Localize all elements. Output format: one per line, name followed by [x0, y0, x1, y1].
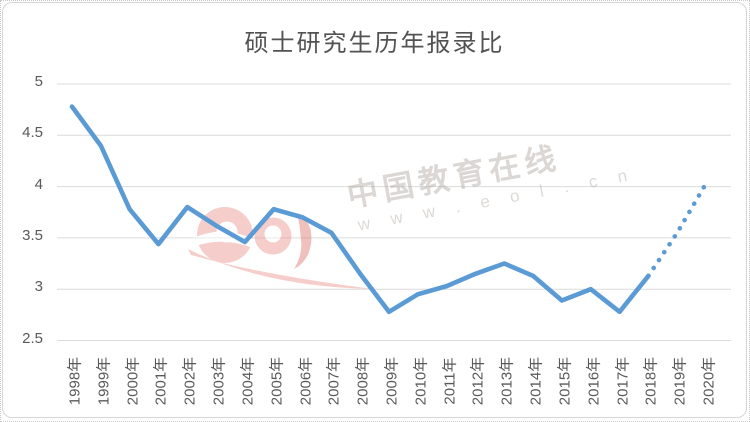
x-axis-tick-label: 2003年: [210, 356, 228, 406]
x-axis-tick-label: 2019年: [671, 356, 689, 406]
x-axis-tick-label: 2002年: [181, 356, 199, 406]
x-axis-tick-label: 2016年: [585, 356, 603, 406]
gridlines: [57, 83, 731, 341]
data-line: [69, 104, 651, 315]
plot-area: [57, 83, 731, 341]
x-axis-tick-label: 1998年: [66, 356, 84, 406]
x-axis-tick-label: 2014年: [527, 356, 545, 406]
x-axis-tick-label: 2004年: [239, 356, 257, 406]
y-axis-tick-label: 3.5: [22, 226, 43, 244]
y-axis-tick-label: 3: [34, 278, 43, 296]
y-axis-tick-label: 4.5: [22, 124, 43, 142]
x-axis-tick-label: 1999年: [95, 356, 113, 406]
x-axis-tick-label: 2012年: [469, 356, 487, 406]
x-axis-tick-label: 2001年: [152, 356, 170, 406]
x-axis-tick-label: 2009年: [383, 356, 401, 406]
x-axis-tick-label: 2018年: [642, 356, 660, 406]
eol-logo-icon: [188, 207, 373, 289]
x-axis-tick-label: 2017年: [614, 356, 632, 406]
x-axis-tick-label: 2015年: [556, 356, 574, 406]
chart-frame: 硕士研究生历年报录比 5 4.5 4 3.5 3 2.5 1998年 1999年 2000年 2…: [2, 2, 747, 418]
data-line-projection: [646, 181, 709, 279]
x-axis-tick-label: 2006年: [297, 356, 315, 406]
x-axis-tick-label: 2011年: [441, 357, 459, 405]
x-axis-tick-label: 2010年: [412, 356, 430, 406]
x-axis-tick-label: 2000年: [124, 356, 142, 406]
y-axis-tick-label: 5: [34, 73, 43, 90]
y-axis-tick-label: 2.5: [22, 329, 43, 347]
x-axis-tick-label: 2008年: [354, 356, 372, 406]
x-axis-tick-label: 2013年: [498, 356, 516, 406]
chart-title: 硕士研究生历年报录比: [244, 29, 505, 57]
y-axis-tick-label: 4: [34, 175, 43, 193]
x-axis-tick-label: 2020年: [700, 356, 718, 406]
x-axis-tick-label: 2007年: [325, 356, 343, 406]
x-axis-tick-label: 2005年: [268, 356, 286, 406]
